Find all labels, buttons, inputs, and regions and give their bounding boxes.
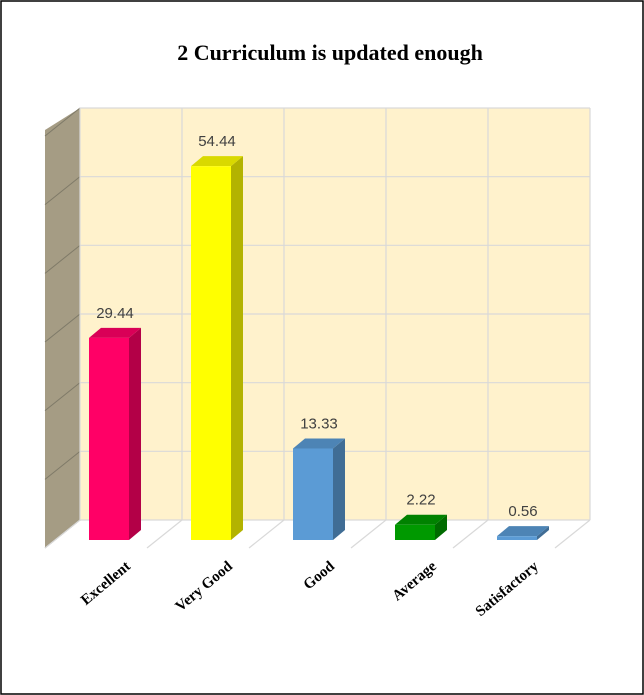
- side-grid-line: [44, 313, 81, 343]
- floor-line: [44, 519, 81, 549]
- value-label: 54.44: [198, 133, 236, 150]
- side-grid-line: [44, 450, 81, 480]
- floor-line: [350, 519, 387, 549]
- bar: [89, 337, 129, 540]
- value-label: 0.56: [508, 503, 537, 520]
- value-label: 13.33: [300, 415, 338, 432]
- side-grid-line: [44, 244, 81, 274]
- bar: [191, 166, 231, 541]
- floor-line: [554, 519, 591, 549]
- floor-line: [146, 519, 183, 549]
- bar-top: [497, 526, 549, 537]
- floor-line: [452, 519, 489, 549]
- value-label: 2.22: [406, 492, 435, 509]
- bar-side: [231, 156, 243, 541]
- bar-side: [129, 327, 141, 540]
- side-grid-line: [44, 176, 81, 206]
- side-grid-line: [44, 382, 81, 412]
- bar-top: [293, 438, 345, 449]
- chart-title: 2 Curriculum is updated enough: [177, 40, 483, 65]
- bar-top: [395, 514, 447, 525]
- side-grid-line: [44, 107, 81, 137]
- bar: [497, 536, 537, 540]
- floor-line: [248, 519, 285, 549]
- bar-side: [435, 514, 447, 540]
- bar-side: [537, 526, 549, 540]
- bar-side: [333, 438, 345, 540]
- bar: [395, 524, 435, 540]
- bar: [293, 448, 333, 540]
- bar-top: [191, 156, 243, 167]
- value-label: 29.44: [96, 305, 134, 322]
- bar-top: [89, 327, 141, 338]
